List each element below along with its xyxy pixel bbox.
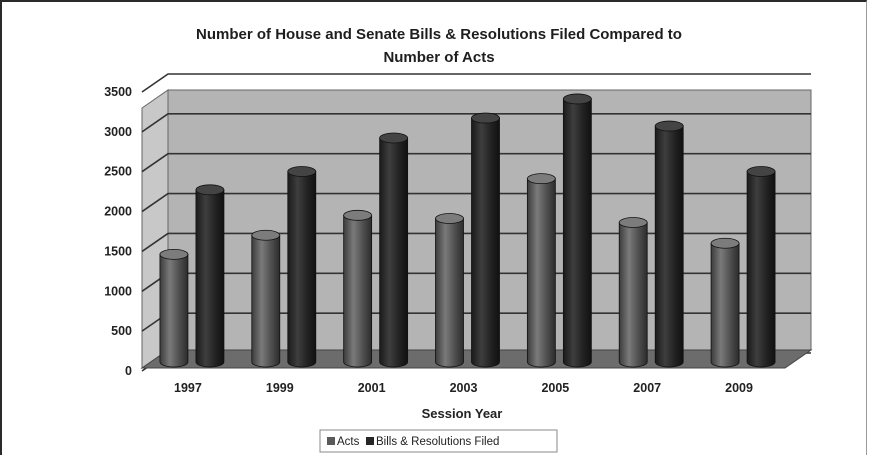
cylinder-body <box>159 253 189 368</box>
cylinder-body <box>251 234 281 368</box>
y-tick-label: 3000 <box>104 125 132 139</box>
cylinder-body <box>379 137 409 368</box>
chart-title-line-1: Number of House and Senate Bills & Resol… <box>196 26 682 43</box>
cylinder-body <box>710 242 740 368</box>
y-tick-label: 2000 <box>104 205 132 219</box>
cylinder-body <box>195 189 225 368</box>
bar-bills <box>287 166 317 368</box>
bar-acts <box>618 217 648 368</box>
cylinder-top <box>562 93 592 105</box>
cylinder-body <box>562 98 592 368</box>
y-tick-label: 3500 <box>104 85 132 99</box>
cylinder-body <box>618 222 648 368</box>
bar-acts <box>526 173 556 368</box>
x-tick-label: 1997 <box>174 381 202 395</box>
x-axis-ticks: 1997 1999 2001 2003 2005 2007 2009 <box>174 381 753 395</box>
x-tick-label: 2003 <box>450 381 478 395</box>
cylinder-top <box>195 184 225 196</box>
cylinder-body <box>654 125 684 368</box>
cylinder-top <box>618 217 648 228</box>
cylinder-body <box>471 117 500 368</box>
bar-acts <box>251 229 281 368</box>
gridline <box>141 232 811 253</box>
y-axis-ticks: 0 500 1000 1500 2000 2500 3000 3500 <box>104 85 132 378</box>
legend-label-acts: Acts <box>337 436 360 448</box>
chart-title: Number of House and Senate Bills & Resol… <box>196 26 682 66</box>
cylinder-top <box>746 166 776 177</box>
y-tick-label: 1500 <box>104 244 132 258</box>
legend-label-bills: Bills & Resolutions Filed <box>376 436 499 448</box>
cylinder-body <box>526 178 556 368</box>
cylinder-top <box>251 229 281 241</box>
bar-bills <box>195 184 225 368</box>
cylinder-top <box>435 213 464 224</box>
x-tick-label: 1999 <box>266 381 294 395</box>
legend-swatch-acts <box>327 437 335 445</box>
legend-swatch-bills <box>366 437 374 445</box>
cylinder-body <box>746 171 776 368</box>
legend-box <box>319 429 558 453</box>
bar-acts <box>159 248 189 368</box>
x-tick-label: 2005 <box>541 381 569 395</box>
cylinder-top <box>343 209 373 221</box>
cylinder-top <box>287 166 317 177</box>
y-tick-label: 1000 <box>104 284 132 298</box>
chart-title-line-2: Number of Acts <box>383 49 494 66</box>
gridline <box>141 73 811 93</box>
cylinder-body <box>343 214 373 368</box>
cylinder-top <box>159 248 189 260</box>
cylinder-body <box>287 171 317 368</box>
bars <box>159 93 776 368</box>
cylinder-top <box>710 237 740 249</box>
cylinder-body <box>435 218 464 368</box>
bar-bills <box>746 166 776 368</box>
gridline <box>141 113 811 133</box>
bar-bills <box>379 132 409 368</box>
x-axis-title: Session Year <box>422 406 503 421</box>
gridline <box>141 152 811 173</box>
y-tick-label: 500 <box>111 324 132 338</box>
bar-acts <box>435 213 464 368</box>
y-tick-label: 2500 <box>104 165 132 179</box>
x-tick-label: 2001 <box>358 381 386 395</box>
cylinder-top <box>526 173 556 185</box>
legend: Acts Bills & Resolutions Filed <box>319 429 558 453</box>
bar-bills <box>562 93 592 368</box>
x-tick-label: 2009 <box>725 381 753 395</box>
cylinder-top <box>379 132 409 144</box>
x-tick-label: 2007 <box>633 381 661 395</box>
cylinder-top <box>654 120 684 132</box>
gridline <box>141 192 811 213</box>
bar-bills <box>471 112 500 368</box>
y-tick-label: 0 <box>125 364 132 378</box>
bar-acts <box>343 209 373 368</box>
cylinder-top <box>471 112 500 124</box>
bar-acts <box>710 237 740 368</box>
bar-bills <box>654 120 684 368</box>
